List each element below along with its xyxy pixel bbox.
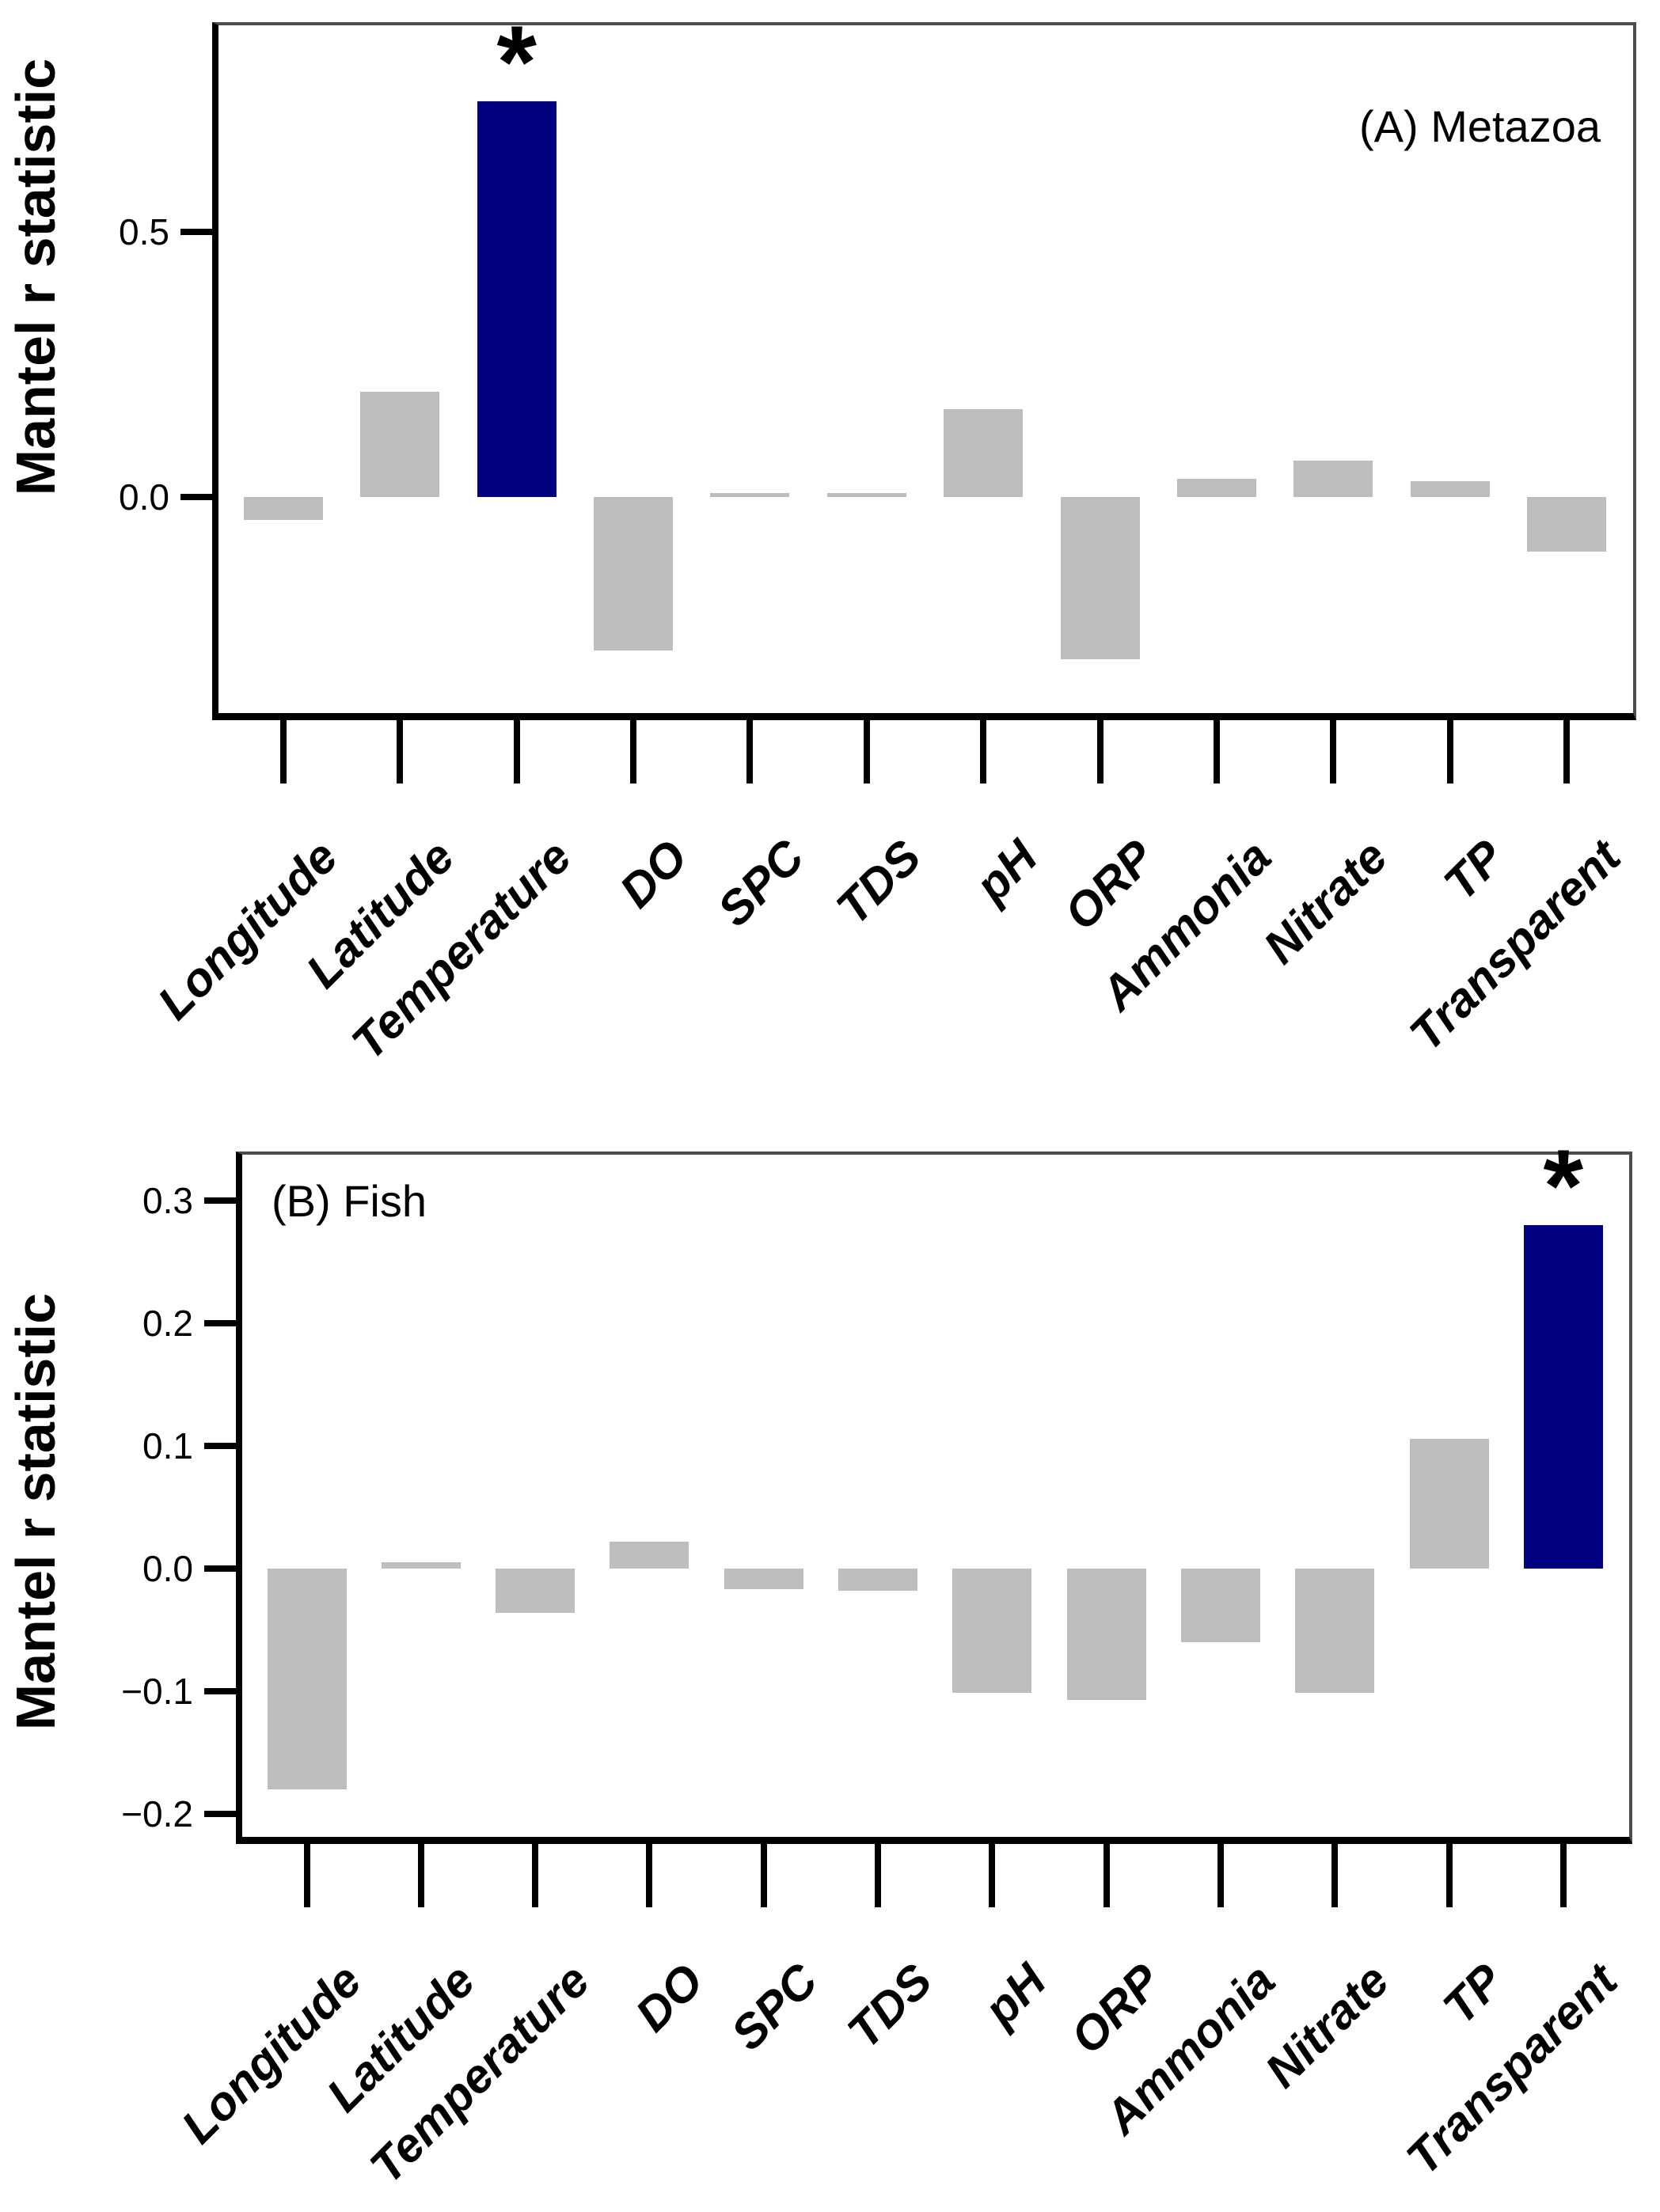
bar-ammonia <box>1176 479 1256 498</box>
y-axis-tick-label: 0.2 <box>142 1303 193 1344</box>
bar-temperature <box>496 1569 575 1613</box>
x-axis-tick <box>630 720 637 783</box>
y-axis-tick-label: −0.1 <box>121 1671 193 1713</box>
y-axis-tick <box>204 1688 236 1695</box>
x-axis-tick <box>746 720 754 783</box>
x-axis-label-spc: SPC <box>707 829 815 937</box>
x-axis-label-ph: pH <box>974 1953 1057 2036</box>
x-axis-label-do: DO <box>625 1953 714 2042</box>
x-axis-label-longitude: Longitude <box>171 1953 371 2153</box>
y-axis-tick-label: −0.2 <box>121 1793 193 1835</box>
x-axis-tick <box>417 1844 424 1907</box>
y-axis-title-panel-b: Mantel r statistic <box>5 1292 66 1731</box>
panel-b-title: (B) Fish <box>272 1176 427 1226</box>
bar-ammonia <box>1180 1569 1260 1642</box>
bar-ph <box>944 408 1024 498</box>
y-axis-tick <box>180 494 212 501</box>
bar-do <box>610 1541 689 1569</box>
bar-nitrate <box>1293 460 1373 498</box>
plot-frame <box>212 22 1636 720</box>
bar-ph <box>952 1569 1032 1693</box>
x-axis-label-longitude: Longitude <box>147 829 348 1030</box>
x-axis-tick <box>863 720 870 783</box>
y-axis-tick <box>204 1443 236 1449</box>
y-axis-tick <box>180 229 212 236</box>
x-axis-label-nitrate: Nitrate <box>1255 1953 1400 2098</box>
bar-spc <box>710 492 790 498</box>
bar-nitrate <box>1295 1569 1375 1693</box>
x-axis-tick <box>1096 720 1104 783</box>
y-axis-tick-label: 0.1 <box>142 1425 193 1466</box>
x-axis-tick <box>980 720 987 783</box>
bar-transparent <box>1526 497 1606 552</box>
bar-tp <box>1409 1438 1489 1569</box>
x-axis-tick <box>1445 1844 1453 1907</box>
x-axis-label-spc: SPC <box>721 1953 828 2061</box>
bar-orp <box>1066 1569 1146 1700</box>
x-axis-label-tp: TP <box>1432 1953 1514 2035</box>
x-axis-tick <box>280 720 287 783</box>
x-axis-label-ph: pH <box>965 829 1048 912</box>
x-axis-tick <box>1559 1844 1567 1907</box>
plot-frame <box>236 1152 1632 1844</box>
bar-longitude <box>244 497 323 520</box>
bar-tds <box>826 492 906 498</box>
x-axis-tick <box>875 1844 881 1907</box>
y-axis-tick-label: 0.0 <box>142 1548 193 1589</box>
x-axis-tick <box>532 1844 539 1907</box>
bar-tds <box>838 1569 917 1591</box>
x-axis-label-orp: ORP <box>1054 829 1164 940</box>
x-axis-tick <box>1213 720 1220 783</box>
bar-transparent <box>1523 1225 1603 1569</box>
x-axis-tick <box>1330 720 1337 783</box>
x-axis-label-tp: TP <box>1433 829 1514 911</box>
y-axis-tick-label: 0.3 <box>142 1180 193 1221</box>
bar-latitude <box>360 391 440 498</box>
y-axis-tick <box>204 1565 236 1572</box>
x-axis-label-tds: TDS <box>837 1953 942 2058</box>
y-axis-tick-label: 0.0 <box>119 476 169 518</box>
y-axis-tick <box>204 1320 236 1326</box>
x-axis-tick <box>513 720 520 783</box>
significance-star: * <box>1543 1128 1584 1243</box>
panel-a-title: (A) Metazoa <box>1359 101 1601 151</box>
x-axis-tick <box>303 1844 310 1907</box>
bar-temperature <box>477 101 556 498</box>
x-axis-tick <box>1331 1844 1339 1907</box>
bar-longitude <box>267 1569 347 1789</box>
significance-star: * <box>496 4 538 120</box>
x-axis-tick <box>1103 1844 1110 1907</box>
x-axis-tick <box>989 1844 996 1907</box>
bar-orp <box>1060 497 1140 659</box>
y-axis-title-panel-a: Mantel r statistic <box>5 58 66 496</box>
bar-do <box>594 497 674 651</box>
y-axis-tick <box>204 1197 236 1204</box>
y-axis-tick-label: 0.5 <box>119 211 169 253</box>
x-axis-tick <box>1563 720 1570 783</box>
x-axis-tick <box>1217 1844 1224 1907</box>
x-axis-tick <box>646 1844 653 1907</box>
x-axis-tick <box>397 720 404 783</box>
x-axis-tick <box>1446 720 1453 783</box>
y-axis-tick <box>204 1811 236 1818</box>
bar-latitude <box>381 1562 461 1569</box>
x-axis-tick <box>760 1844 767 1907</box>
x-axis-label-tds: TDS <box>826 829 931 935</box>
bar-tp <box>1410 480 1490 498</box>
bar-spc <box>724 1569 803 1590</box>
x-axis-label-do: DO <box>610 829 698 918</box>
x-axis-label-transparent: Transparent <box>1400 829 1631 1061</box>
x-axis-label-nitrate: Nitrate <box>1253 829 1398 974</box>
